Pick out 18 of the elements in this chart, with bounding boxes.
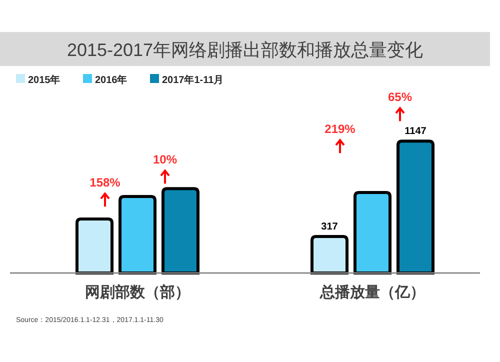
chart-title: 2015-2017年网络剧播出部数和播放总量变化 (66, 40, 424, 60)
text: 219% (324, 122, 356, 136)
bar (162, 187, 200, 274)
data-label: 1147 (404, 126, 427, 138)
bar (354, 191, 392, 274)
bar (310, 235, 348, 274)
legend-label: 2016年 (95, 74, 128, 86)
bar (118, 195, 156, 274)
annotation: 158% (90, 176, 121, 190)
legend-label: 2015年 (28, 74, 60, 86)
annotation: 10% (152, 152, 178, 167)
legend-label: 2017年1-11月 (162, 74, 224, 86)
bar (396, 140, 434, 274)
x-tick-label: 总播放量（亿） (319, 284, 425, 301)
x-tick-label: 网剧部数（部） (85, 283, 190, 301)
data-label: 317 (321, 222, 338, 233)
text: 65% (388, 90, 412, 104)
bar (76, 217, 114, 274)
